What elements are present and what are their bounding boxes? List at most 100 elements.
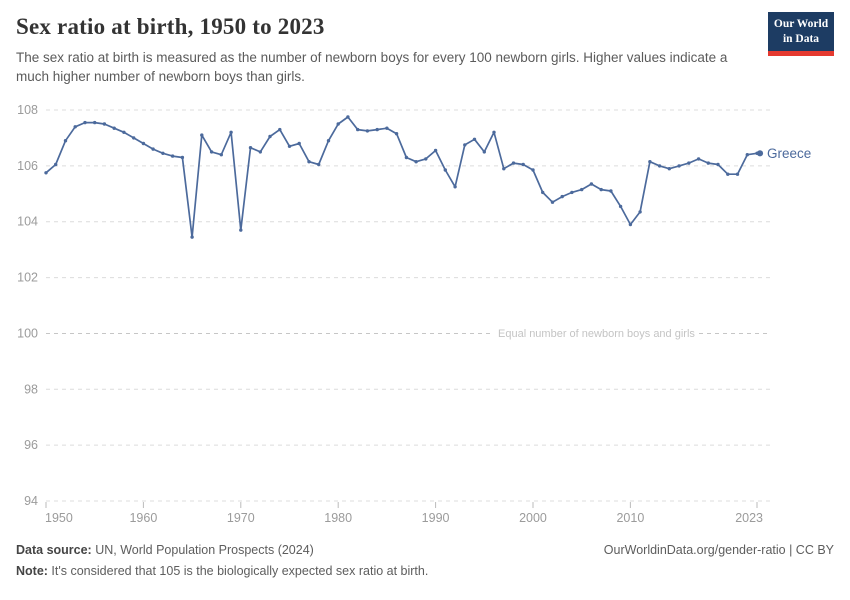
data-point[interactable] — [716, 162, 720, 167]
y-axis-tick-label: 102 — [17, 271, 38, 285]
footer-link[interactable]: OurWorldinData.org/gender-ratio | CC BY — [603, 543, 834, 557]
data-point[interactable] — [424, 157, 428, 161]
data-point[interactable] — [258, 150, 262, 154]
data-point[interactable] — [161, 151, 165, 155]
data-point[interactable] — [83, 120, 87, 125]
x-axis-tick-label: 1990 — [422, 511, 450, 525]
data-point[interactable] — [531, 168, 535, 172]
data-point[interactable] — [63, 139, 68, 143]
data-point[interactable] — [599, 187, 603, 192]
series-end-dot[interactable] — [756, 150, 764, 157]
data-point[interactable] — [580, 187, 584, 192]
data-point[interactable] — [745, 153, 749, 157]
data-point[interactable] — [336, 122, 340, 126]
data-point[interactable] — [73, 125, 77, 129]
data-point[interactable] — [550, 200, 555, 204]
data-point[interactable] — [385, 126, 389, 130]
data-point[interactable] — [54, 162, 58, 167]
data-point[interactable] — [375, 127, 379, 132]
x-axis-tick-label: 1980 — [324, 511, 352, 525]
data-point[interactable] — [307, 160, 311, 164]
data-point[interactable] — [453, 185, 457, 189]
chart-title: Sex ratio at birth, 1950 to 2023 — [16, 14, 325, 39]
data-point[interactable] — [521, 162, 525, 167]
data-point[interactable] — [151, 147, 155, 151]
data-point[interactable] — [356, 127, 360, 132]
data-point[interactable] — [541, 190, 545, 195]
data-point[interactable] — [112, 126, 116, 130]
data-source-text: UN, World Population Prospects (2024) — [91, 543, 314, 557]
data-point[interactable] — [443, 168, 447, 172]
footer-note-label: Note: — [16, 564, 48, 578]
chart-subtitle: The sex ratio at birth is measured as th… — [16, 50, 728, 84]
footer-note: Note: It's considered that 105 is the bi… — [16, 564, 834, 578]
series-line-greece[interactable] — [45, 116, 758, 238]
data-point[interactable] — [346, 115, 350, 119]
data-point[interactable] — [229, 130, 233, 134]
chart-header: Sex ratio at birth, 1950 to 2023 The sex… — [16, 14, 756, 87]
x-axis-tick-label: 2000 — [519, 511, 547, 525]
data-point[interactable] — [589, 182, 594, 186]
data-point[interactable] — [170, 154, 175, 158]
data-point[interactable] — [638, 210, 642, 214]
data-point[interactable] — [102, 122, 107, 126]
data-point[interactable] — [297, 141, 301, 146]
data-point[interactable] — [93, 120, 97, 125]
data-point[interactable] — [365, 129, 370, 133]
data-point[interactable] — [278, 127, 282, 132]
data-point[interactable] — [502, 167, 506, 171]
data-point[interactable] — [190, 235, 194, 239]
data-point[interactable] — [394, 132, 399, 136]
data-point[interactable] — [122, 130, 126, 134]
data-point[interactable] — [696, 157, 701, 161]
data-point[interactable] — [200, 133, 204, 137]
data-point[interactable] — [433, 148, 438, 153]
reference-line-annotation: Equal number of newborn boys and girls — [498, 328, 695, 340]
data-point[interactable] — [44, 171, 48, 175]
data-point[interactable] — [132, 136, 136, 140]
data-point[interactable] — [404, 155, 409, 160]
data-point[interactable] — [209, 150, 214, 154]
y-axis-tick-label: 100 — [17, 326, 38, 340]
data-point[interactable] — [219, 153, 223, 157]
data-point[interactable] — [570, 190, 574, 195]
data-point[interactable] — [268, 134, 272, 139]
data-point[interactable] — [463, 143, 467, 147]
data-point[interactable] — [618, 204, 623, 209]
data-point[interactable] — [180, 155, 185, 160]
data-point[interactable] — [472, 137, 477, 141]
data-point[interactable] — [317, 162, 321, 167]
data-point[interactable] — [667, 167, 671, 171]
data-point[interactable] — [735, 172, 740, 176]
data-point[interactable] — [492, 130, 496, 134]
x-axis-tick-label: 1950 — [45, 511, 73, 525]
data-point[interactable] — [141, 141, 146, 146]
data-point[interactable] — [414, 160, 418, 164]
data-point[interactable] — [687, 161, 691, 165]
data-point[interactable] — [248, 146, 253, 150]
data-point[interactable] — [560, 194, 564, 199]
data-point[interactable] — [239, 228, 243, 232]
owid-logo-line2: in Data — [782, 32, 820, 45]
data-point[interactable] — [326, 139, 331, 143]
series-entity-label[interactable]: Greece — [767, 146, 811, 161]
data-point[interactable] — [511, 161, 516, 165]
x-axis-tick-label: 1970 — [227, 511, 255, 525]
y-axis-tick-label: 104 — [17, 215, 38, 229]
data-point[interactable] — [657, 164, 662, 168]
data-point[interactable] — [628, 222, 633, 227]
line-chart[interactable]: 94 96 98 Equal number of newborn boys and g… — [0, 96, 850, 542]
data-point[interactable] — [648, 160, 652, 164]
data-point[interactable] — [287, 144, 292, 148]
data-point[interactable] — [677, 164, 681, 168]
y-axis-tick-label: 108 — [17, 103, 38, 117]
owid-logo[interactable]: Our World in Data — [768, 12, 834, 56]
data-point[interactable] — [726, 172, 730, 176]
x-axis-tick-label: 2010 — [616, 511, 644, 525]
y-axis-tick-label: 94 — [24, 494, 38, 508]
data-point[interactable] — [609, 189, 613, 193]
data-point[interactable] — [482, 150, 486, 154]
data-point[interactable] — [706, 161, 710, 165]
y-axis-tick-label: 106 — [17, 159, 38, 173]
